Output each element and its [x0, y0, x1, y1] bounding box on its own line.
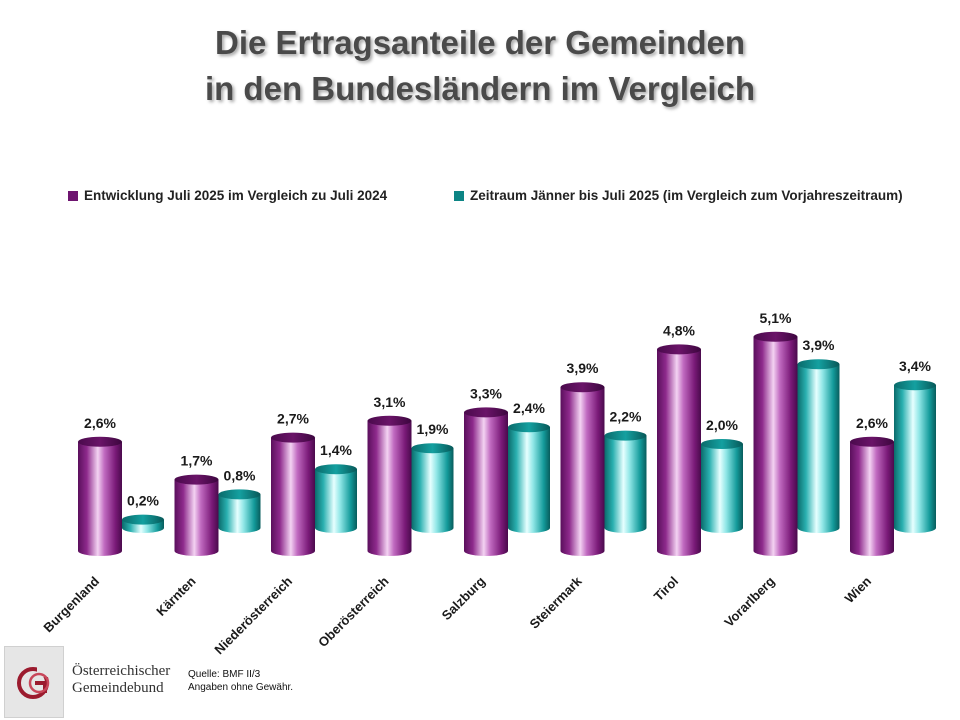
bar-5-series-2	[604, 430, 647, 533]
data-label-series-1-4: 3,3%	[470, 385, 502, 401]
source-line1: Quelle: BMF II/3	[188, 669, 261, 680]
value-labels-layer: 2,6% 0,2% 1,7% 0,8% 2,7% 1,4% 3,1% 1,9% 3,3% 2,4%…	[84, 310, 931, 509]
data-label-series-1-3: 3,1%	[374, 394, 406, 410]
legend-swatch-teal	[454, 190, 464, 201]
chart-title-line1: Die Ertragsanteile der Gemeinden	[214, 24, 745, 61]
data-label-series-2-3: 1,9%	[417, 421, 449, 437]
category-label-8: Wien	[842, 573, 875, 606]
bar-4-series-2	[508, 422, 550, 533]
legend-label-jaenner-juli: Zeitraum Jänner bis Juli 2025 (im Vergle…	[470, 188, 903, 203]
data-label-series-1-0: 2,6%	[84, 415, 116, 431]
bar-0-series-1	[78, 436, 122, 556]
bar-6-series-2	[701, 439, 743, 533]
legend-item-juli: Entwicklung Juli 2025 im Vergleich zu Ju…	[68, 188, 387, 203]
gemeindebund-logo	[4, 646, 64, 718]
bar-8-series-2	[894, 380, 936, 533]
data-label-series-2-8: 3,4%	[899, 358, 931, 374]
category-labels-layer: Burgenland Kärnten Niederösterreich Oberöst…	[40, 573, 874, 657]
logo-line1: Österreichischer	[72, 663, 171, 679]
category-label-3: Oberösterreich	[315, 573, 392, 650]
logo-wordmark: Österreichischer Gemeindebund	[72, 663, 170, 697]
chart-title-line2: in den Bundesländern im Vergleich	[204, 70, 756, 107]
category-label-6: Tirol	[651, 574, 681, 604]
data-label-series-1-2: 2,7%	[277, 411, 309, 427]
data-label-series-2-7: 3,9%	[803, 337, 835, 353]
data-label-series-2-6: 2,0%	[706, 417, 738, 433]
chart-title: Die Ertragsanteile der Gemeinden in den …	[0, 20, 960, 112]
bar-2-series-2	[315, 464, 357, 533]
data-label-series-2-1: 0,8%	[224, 467, 256, 483]
data-label-series-1-6: 4,8%	[663, 322, 695, 338]
data-label-series-2-5: 2,2%	[610, 409, 642, 425]
category-label-1: Kärnten	[153, 573, 198, 618]
bar-4-series-1	[464, 407, 508, 556]
legend-label-juli: Entwicklung Juli 2025 im Vergleich zu Ju…	[84, 188, 388, 203]
legend-item-jaenner-juli: Zeitraum Jänner bis Juli 2025 (im Vergle…	[454, 188, 903, 203]
category-label-7: Vorarlberg	[721, 573, 777, 629]
legend-swatch-purple	[68, 190, 78, 201]
data-label-series-2-4: 2,4%	[513, 400, 545, 416]
bar-0-series-2	[122, 514, 164, 533]
bar-3-series-1	[367, 415, 412, 556]
source-line2: Angaben ohne Gewähr.	[188, 682, 294, 693]
data-label-series-1-7: 5,1%	[760, 310, 792, 326]
data-label-series-1-1: 1,7%	[181, 453, 213, 469]
category-label-5: Steiermark	[526, 573, 585, 632]
bar-1-series-2	[218, 489, 261, 533]
logo-line2: Gemeindebund	[72, 680, 164, 696]
data-label-series-1-5: 3,9%	[567, 360, 599, 376]
category-label-2: Niederösterreich	[211, 573, 295, 657]
bar-3-series-2	[411, 443, 454, 533]
bar-5-series-1	[560, 382, 605, 556]
category-label-4: Salzburg	[439, 573, 488, 622]
data-label-series-1-8: 2,6%	[856, 415, 888, 431]
logo-emblem-icon	[17, 667, 51, 699]
bar-2-series-1	[271, 432, 315, 556]
data-label-series-2-0: 0,2%	[127, 493, 159, 509]
bar-7-series-2	[797, 359, 840, 533]
bar-8-series-1	[850, 436, 894, 556]
bar-6-series-1	[657, 344, 701, 556]
source-note: Quelle: BMF II/3 Angaben ohne Gewähr.	[188, 668, 293, 694]
data-label-series-2-2: 1,4%	[320, 442, 352, 458]
category-label-0: Burgenland	[40, 573, 102, 635]
bar-7-series-1	[753, 331, 798, 556]
bar-1-series-1	[174, 474, 219, 556]
bars-layer	[78, 331, 936, 556]
